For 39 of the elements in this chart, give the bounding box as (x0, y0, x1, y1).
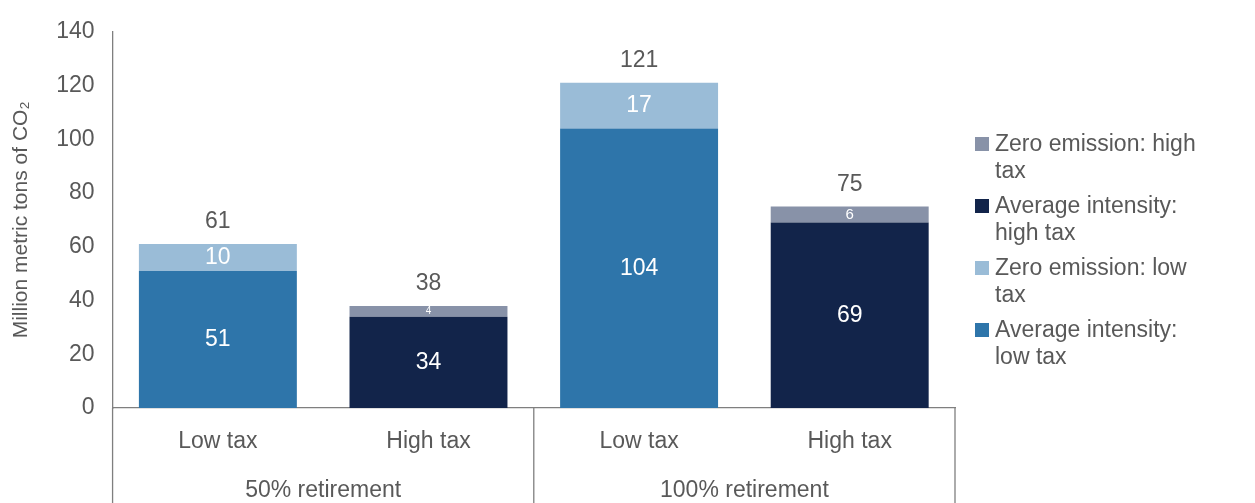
bar (349, 305, 508, 317)
y-tick-label: 20 (68, 339, 95, 366)
bar (560, 128, 719, 408)
y-tick-label: 60 (68, 232, 95, 259)
bar (138, 244, 297, 271)
text: 50% retirement (245, 476, 402, 503)
data-label: 51 (205, 324, 231, 351)
y-tick-label: 100 (56, 124, 95, 151)
legend-label: Zero emission: low tax (995, 254, 1188, 308)
y-tick-label: 0 (81, 393, 95, 420)
x-tick-label: High tax (386, 427, 472, 454)
data-label: 69 (836, 300, 863, 327)
x-tick-label: High tax (807, 427, 893, 454)
total-label: 75 (836, 169, 863, 196)
x-tick-label: Low tax (178, 427, 259, 454)
data-label: 104 (619, 253, 659, 280)
data-label: 4 (425, 305, 432, 317)
legend-label: Zero emission: high tax (995, 130, 1197, 184)
bar (770, 222, 929, 408)
bar (560, 82, 719, 129)
total-label: 121 (619, 46, 659, 73)
x-tick-label: Low tax (599, 427, 680, 454)
total-label: 38 (415, 269, 442, 296)
y-tick-label: 80 (68, 178, 95, 205)
text: 100% retirement (660, 476, 830, 503)
y-axis-title: Million metric tons of CO₂ (8, 101, 32, 339)
y-tick-label: 140 (56, 17, 95, 44)
bar (138, 270, 297, 408)
data-label: 34 (415, 347, 442, 374)
bar (770, 206, 929, 223)
legend-label: Average intensity: high tax (995, 192, 1179, 246)
data-label: 10 (205, 242, 231, 269)
y-tick-label: 120 (56, 70, 95, 97)
data-label: 6 (845, 204, 854, 222)
y-tick-label: 40 (68, 285, 95, 312)
total-label: 61 (205, 207, 231, 234)
data-label: 17 (626, 91, 652, 118)
bar (349, 316, 508, 408)
legend-label: Average intensity: low tax (995, 316, 1179, 370)
